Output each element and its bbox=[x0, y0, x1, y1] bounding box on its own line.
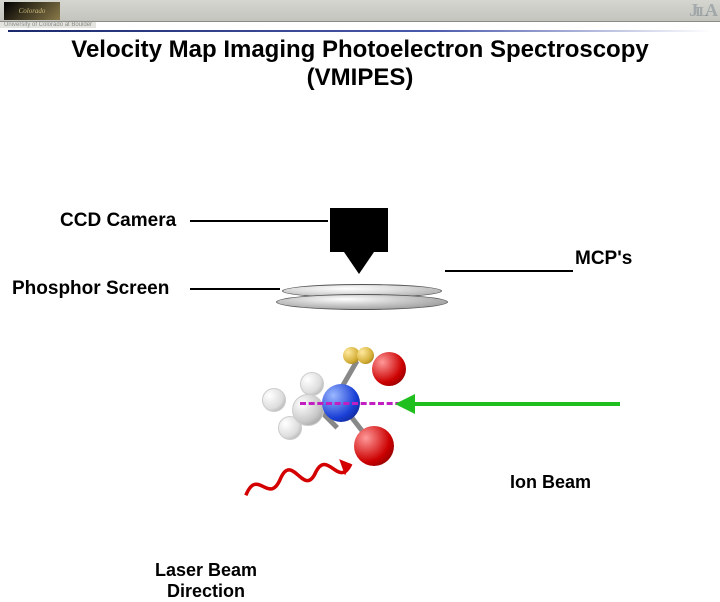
atom-red bbox=[372, 352, 406, 386]
ion-beam-label: Ion Beam bbox=[510, 472, 591, 493]
atom-gold bbox=[357, 347, 374, 364]
ion-beam-arrow-line bbox=[410, 402, 620, 406]
colorado-logo: Colorado bbox=[4, 2, 60, 20]
ion-beam-dash bbox=[300, 402, 410, 405]
ion-beam-arrow-head bbox=[395, 394, 415, 414]
atom-white bbox=[300, 372, 324, 396]
laser-beam-arrow bbox=[240, 442, 380, 502]
mcp-leader-line bbox=[445, 270, 573, 272]
laser-beam-label: Laser Beam Direction bbox=[155, 560, 257, 602]
phosphor-leader-line bbox=[190, 288, 280, 290]
title-line-2: (VMIPES) bbox=[0, 64, 720, 92]
flight-tube bbox=[210, 315, 510, 435]
header-bar: Colorado JILA bbox=[0, 0, 720, 22]
ccd-label: CCD Camera bbox=[60, 210, 176, 232]
atom-white bbox=[262, 388, 286, 412]
diagram-area: CCD Camera Phosphor Screen MCP's Ion Bea… bbox=[0, 100, 720, 540]
title-divider bbox=[8, 30, 712, 32]
phosphor-label: Phosphor Screen bbox=[12, 278, 169, 300]
jila-logo: JILA bbox=[689, 0, 716, 21]
mcp-label: MCP's bbox=[575, 248, 632, 270]
mcp-plate bbox=[276, 294, 448, 310]
ccd-camera-body bbox=[330, 208, 388, 252]
ccd-leader-line bbox=[190, 220, 328, 222]
slide-title: Velocity Map Imaging Photoelectron Spect… bbox=[0, 36, 720, 92]
ccd-camera-lens bbox=[344, 252, 374, 274]
header-subtext: University of Colorado at Boulder bbox=[0, 22, 96, 28]
title-line-1: Velocity Map Imaging Photoelectron Spect… bbox=[0, 36, 720, 64]
atom-white bbox=[292, 394, 324, 426]
